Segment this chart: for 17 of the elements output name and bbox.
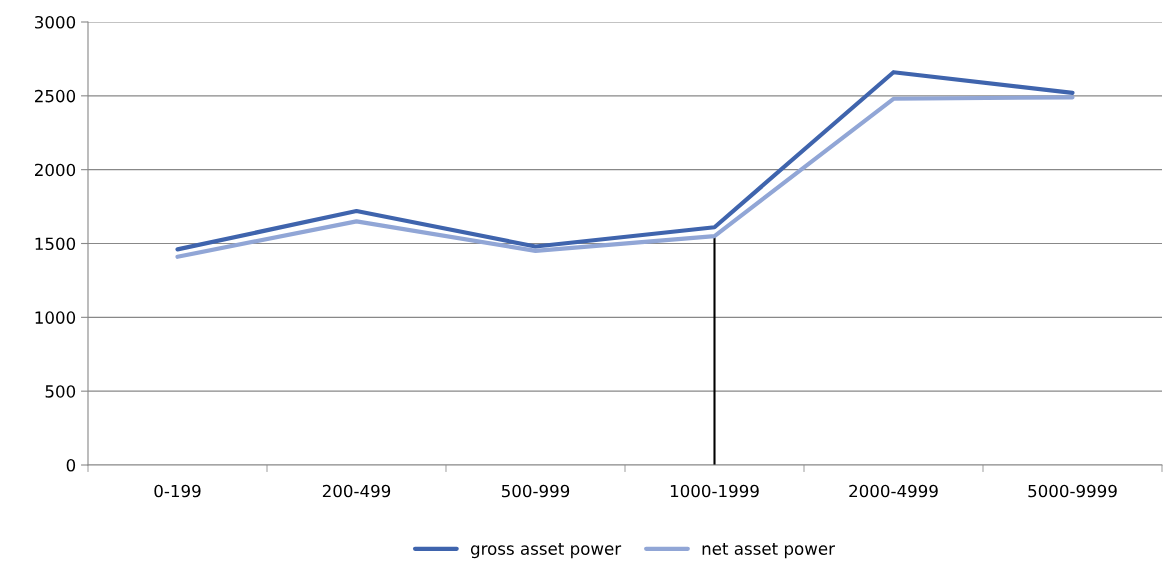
y-tick-label: 2000 (35, 163, 76, 177)
y-tick-label: 500 (45, 385, 76, 398)
y-tick-label: 2500 (35, 89, 76, 103)
line-series (175, 95, 1075, 259)
x-tick-label: 1000-1999 (670, 484, 759, 498)
y-tick-label: 3000 (35, 15, 76, 29)
y-tick-label: 1500 (35, 237, 76, 251)
x-tick-label: 0-199 (154, 484, 201, 498)
y-tick-label: 0 (66, 458, 76, 472)
x-tick-label: 200-499 (322, 484, 391, 498)
line-series (175, 70, 1075, 252)
legend-label: gross asset power (470, 542, 622, 559)
legend-label: net asset power (702, 542, 835, 559)
x-tick-label: 500-999 (501, 484, 570, 498)
x-tick-label: 2000-4999 (849, 484, 938, 498)
x-tick-label: 5000-9999 (1028, 484, 1117, 498)
y-tick-label: 1000 (35, 311, 76, 324)
